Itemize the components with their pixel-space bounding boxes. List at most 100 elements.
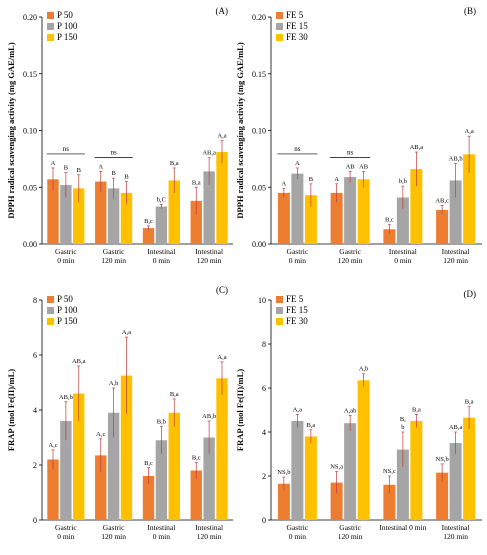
data-label: B,b (157, 419, 166, 426)
data-label: b,b (399, 178, 407, 185)
bar (291, 421, 304, 520)
x-tick-label: 120 min (197, 256, 222, 265)
x-tick-label: 120 min (443, 256, 468, 265)
data-label: B,c (144, 218, 153, 225)
data-label: AB (359, 163, 369, 170)
data-label: A (98, 163, 103, 170)
data-label: AB,a (202, 150, 216, 157)
data-label: A,b (359, 366, 369, 373)
legend-swatch (47, 34, 54, 41)
x-tick-label: 120 min (338, 532, 363, 541)
data-label: AB,b (202, 413, 216, 420)
x-tick-label: Gastric (103, 247, 125, 256)
data-label: B (77, 167, 82, 174)
bar (410, 169, 423, 244)
y-tick-label: 8 (33, 296, 37, 305)
data-label: AB,b (59, 394, 73, 401)
y-tick-label: 0.05 (252, 183, 266, 192)
data-label: A (51, 160, 56, 167)
x-tick-label: 0 min (153, 256, 171, 265)
legend-label: P 150 (57, 32, 78, 42)
x-tick-label: Gastric (55, 523, 77, 532)
legend-swatch (47, 296, 54, 303)
y-axis-label: FRAP (mol Fe(II)/mL) (235, 369, 245, 451)
legend-label: FE 30 (286, 316, 308, 326)
bar (463, 417, 476, 520)
legend-label: P 50 (57, 294, 73, 304)
bar (60, 421, 72, 520)
legend-label: FE 5 (286, 10, 304, 20)
x-tick-label: Gastric (287, 523, 309, 532)
x-tick-label: 0 min (153, 532, 171, 541)
bar (357, 179, 370, 244)
bar (95, 181, 107, 244)
data-label: B,a (412, 406, 421, 413)
legend-label: FE 15 (286, 21, 308, 31)
x-tick-label: 0 min (57, 532, 75, 541)
data-label: NS,b (277, 469, 290, 476)
y-tick-label: 0.00 (23, 240, 37, 249)
legend-swatch (276, 307, 283, 314)
bar (396, 197, 409, 244)
data-label: B (64, 164, 69, 171)
bar (168, 180, 180, 244)
y-tick-label: 0 (33, 516, 37, 525)
x-tick-label: 0 min (394, 256, 412, 265)
panel-label: (D) (464, 289, 477, 299)
data-label: A,ab (344, 408, 356, 415)
data-label: B (111, 170, 116, 177)
bar (107, 188, 120, 244)
bar (410, 421, 423, 520)
ns-label: ns (294, 145, 301, 153)
x-tick-label: 120 min (443, 532, 468, 541)
data-label: AB,a (72, 358, 86, 365)
legend-swatch (276, 34, 283, 41)
y-tick-label: 0.20 (23, 13, 37, 22)
x-tick-label: Gastric (339, 523, 361, 532)
bar (330, 192, 343, 244)
legend-swatch (276, 12, 283, 19)
data-label: b,C (157, 196, 166, 203)
data-label: B (124, 174, 129, 181)
data-label: A,b (109, 380, 119, 387)
x-tick-label: 120 min (101, 256, 126, 265)
bar (463, 154, 476, 244)
y-tick-label: 2 (33, 461, 37, 470)
data-label: A,a (465, 128, 474, 135)
y-tick-label: 8 (262, 340, 266, 349)
x-tick-label: 120 min (338, 256, 363, 265)
bar (155, 206, 168, 244)
data-label: AB,a (449, 424, 463, 431)
x-tick-label: Intestinal (147, 523, 175, 532)
panel-2: 0.00 0.05 0.10 0.15 0.20 DPPH radical scaveng… (235, 6, 482, 265)
bar (357, 380, 370, 520)
y-tick-label: 0.10 (252, 127, 266, 136)
y-axis-label: DPPH radical scavenging activity (mg GAE… (235, 42, 245, 219)
data-label: A (295, 160, 300, 167)
legend-label: P 50 (57, 10, 73, 20)
x-tick-label: 120 min (101, 532, 126, 541)
data-label: A (334, 176, 339, 183)
y-tick-label: 4 (33, 406, 37, 415)
panel-label: (A) (216, 6, 229, 16)
data-label: B,a (306, 422, 315, 429)
x-tick-label: Intestinal (195, 523, 223, 532)
bar (142, 476, 155, 520)
data-label: NS,b (436, 456, 449, 463)
legend-label: FE 30 (286, 32, 308, 42)
panel-label: (C) (216, 285, 228, 295)
data-label: AB,a (410, 144, 424, 151)
legend-swatch (276, 296, 283, 303)
bar (216, 152, 228, 244)
bar (168, 412, 180, 520)
legend-swatch (47, 23, 54, 30)
ns-label: ns (111, 148, 118, 156)
data-label: B,a (465, 399, 474, 406)
bar (383, 484, 396, 520)
data-label: B,c (385, 217, 394, 224)
bar (190, 470, 202, 520)
x-tick-label: 0 min (289, 256, 307, 265)
legend-label: P 100 (57, 305, 78, 315)
